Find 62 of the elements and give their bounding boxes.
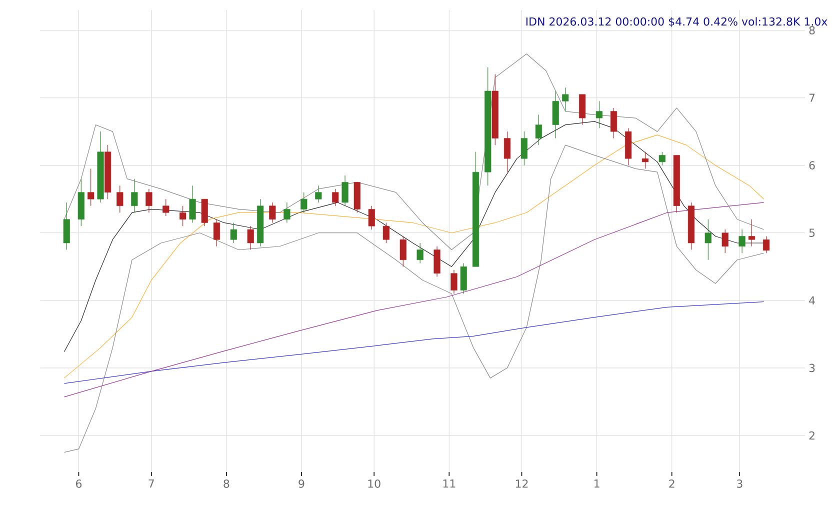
candlestick bbox=[642, 152, 649, 169]
candlestick bbox=[342, 175, 348, 206]
candlestick bbox=[332, 188, 339, 206]
candlestick bbox=[535, 114, 542, 146]
candlestick bbox=[748, 219, 756, 247]
candlestick bbox=[230, 222, 237, 244]
candlestick bbox=[762, 236, 770, 254]
candlestick bbox=[596, 100, 603, 128]
candlestick bbox=[162, 198, 170, 216]
candlestick bbox=[434, 246, 440, 278]
line-series bbox=[64, 144, 764, 453]
y-tick-label: 5 bbox=[809, 228, 815, 237]
x-tick-label: 12 bbox=[516, 480, 528, 488]
x-tick-label: 2 bbox=[669, 480, 674, 488]
x-tick-label: 3 bbox=[736, 480, 742, 488]
x-tick-label: 10 bbox=[368, 480, 380, 488]
candlestick bbox=[416, 242, 424, 264]
candlestick bbox=[213, 219, 220, 247]
candlestick bbox=[722, 229, 728, 254]
candlestick bbox=[116, 185, 124, 213]
candlestick bbox=[578, 94, 586, 126]
candlestick bbox=[300, 192, 308, 213]
candlestick bbox=[504, 131, 511, 172]
line-series bbox=[64, 301, 764, 384]
candlestick bbox=[400, 236, 406, 267]
candlestick bbox=[201, 198, 208, 226]
y-tick-label: 2 bbox=[809, 431, 814, 440]
candlestick bbox=[284, 202, 290, 224]
candlestick bbox=[704, 219, 712, 260]
candlestick bbox=[189, 185, 196, 224]
y-tick-label: 3 bbox=[809, 364, 815, 372]
candlestick bbox=[520, 131, 528, 166]
line-series bbox=[64, 54, 764, 250]
y-tick-label: 6 bbox=[809, 161, 815, 170]
y-tick-label: 7 bbox=[809, 94, 815, 102]
line-series bbox=[64, 202, 764, 398]
candlestick bbox=[180, 206, 186, 226]
x-tick-label: 7 bbox=[148, 480, 154, 488]
candlestick bbox=[610, 108, 618, 139]
candlestick bbox=[63, 202, 70, 250]
candlestick bbox=[460, 262, 467, 294]
y-tick-label: 4 bbox=[809, 296, 815, 304]
candlestick bbox=[368, 206, 375, 230]
x-tick-label: 11 bbox=[443, 480, 456, 488]
candlestick bbox=[562, 87, 569, 112]
candlestick bbox=[552, 90, 559, 139]
candlestick bbox=[738, 229, 746, 254]
candlestick bbox=[88, 168, 94, 206]
candlestick bbox=[382, 222, 390, 244]
y-tick-label: 8 bbox=[809, 26, 815, 34]
candlestick bbox=[247, 226, 254, 250]
x-tick-label: 8 bbox=[224, 480, 230, 488]
text: IDN 2026.03.12 00:00:00 $4.74 0.42% vol:132.8K 1.0x bbox=[526, 17, 828, 28]
x-tick-label: 9 bbox=[298, 480, 304, 488]
x-tick-label: 6 bbox=[76, 480, 82, 488]
candlestick bbox=[131, 178, 138, 213]
candlestick bbox=[450, 270, 458, 294]
x-tick-label: 1 bbox=[594, 480, 600, 488]
candlestick bbox=[315, 185, 322, 203]
candlestick bbox=[658, 152, 666, 166]
candlestick bbox=[146, 188, 152, 213]
candlestick bbox=[269, 202, 276, 224]
